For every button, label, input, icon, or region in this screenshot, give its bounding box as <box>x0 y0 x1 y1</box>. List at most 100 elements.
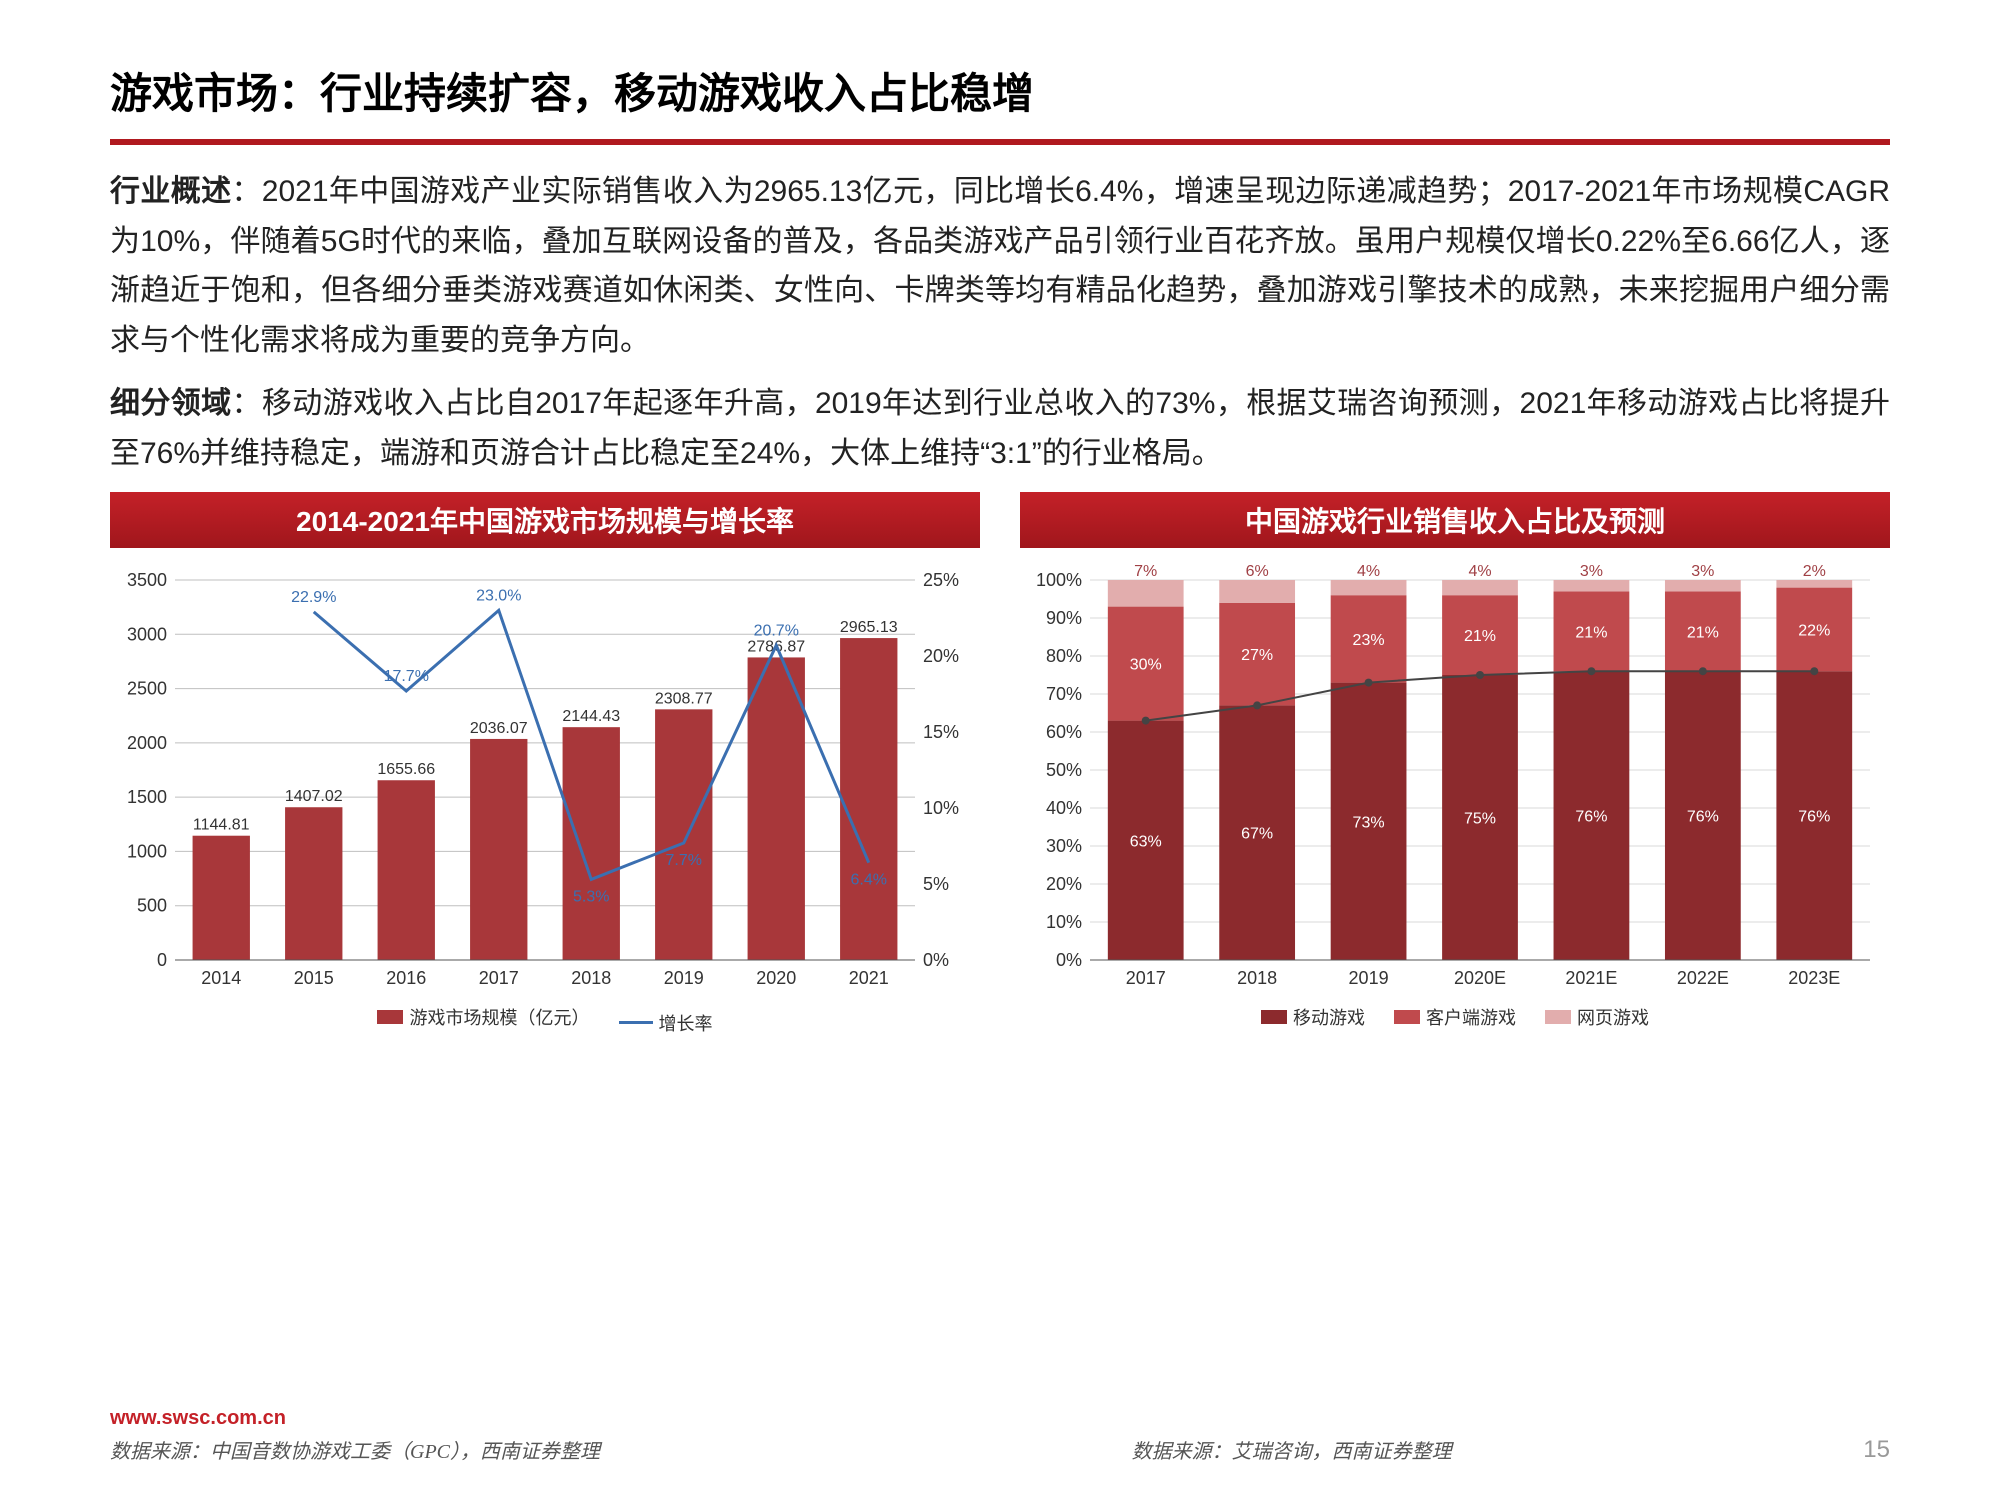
svg-text:7%: 7% <box>1134 563 1157 580</box>
svg-text:2020E: 2020E <box>1454 968 1506 988</box>
svg-text:2021E: 2021E <box>1565 968 1617 988</box>
svg-text:90%: 90% <box>1046 608 1082 628</box>
svg-text:1500: 1500 <box>127 787 167 807</box>
svg-text:22%: 22% <box>1798 622 1830 639</box>
svg-text:5%: 5% <box>923 874 949 894</box>
svg-text:17.7%: 17.7% <box>384 668 429 685</box>
svg-text:76%: 76% <box>1798 809 1830 826</box>
svg-text:6%: 6% <box>1246 563 1269 580</box>
svg-text:50%: 50% <box>1046 760 1082 780</box>
svg-text:2023E: 2023E <box>1788 968 1840 988</box>
chart2-svg: 0% 10% 20% 30% 40% 50% 60% 70% 80% 90% 100% 63% 30% 7… <box>1020 560 1890 1000</box>
svg-text:22.9%: 22.9% <box>291 589 336 606</box>
chart1-svg: 0 500 1000 1500 2000 2500 3000 3500 0% 5% 10% 15% 20… <box>110 560 980 1000</box>
svg-text:2019: 2019 <box>664 968 704 988</box>
svg-text:1655.66: 1655.66 <box>377 761 435 778</box>
svg-text:30%: 30% <box>1046 836 1082 856</box>
chart2-legend: 移动游戏 客户端游戏 网页游戏 <box>1020 1004 1890 1030</box>
svg-text:3500: 3500 <box>127 570 167 590</box>
svg-text:3000: 3000 <box>127 624 167 644</box>
chart-left: 2014-2021年中国游戏市场规模与增长率 0 500 1000 1500 2000 2… <box>110 492 980 1036</box>
svg-text:1144.81: 1144.81 <box>193 817 250 834</box>
svg-text:67%: 67% <box>1241 826 1273 843</box>
svg-text:20.7%: 20.7% <box>754 622 799 639</box>
svg-text:4%: 4% <box>1468 563 1491 580</box>
chart2-title: 中国游戏行业销售收入占比及预测 <box>1020 492 1890 548</box>
svg-text:2017: 2017 <box>479 968 519 988</box>
svg-text:2018: 2018 <box>1237 968 1277 988</box>
chart1-legend-line: 增长率 <box>659 1010 713 1036</box>
svg-text:4%: 4% <box>1357 563 1380 580</box>
svg-text:63%: 63% <box>1130 833 1162 850</box>
svg-text:23.0%: 23.0% <box>476 587 521 604</box>
svg-text:5.3%: 5.3% <box>573 888 609 905</box>
website-url: www.swsc.com.cn <box>110 1407 286 1430</box>
svg-text:21%: 21% <box>1575 624 1607 641</box>
svg-text:21%: 21% <box>1687 624 1719 641</box>
svg-text:2016: 2016 <box>386 968 426 988</box>
svg-text:2020: 2020 <box>756 968 796 988</box>
svg-text:0%: 0% <box>1056 950 1082 970</box>
svg-text:2021: 2021 <box>849 968 889 988</box>
svg-text:60%: 60% <box>1046 722 1082 742</box>
svg-text:6.4%: 6.4% <box>851 872 887 889</box>
svg-text:30%: 30% <box>1130 657 1162 674</box>
svg-text:0: 0 <box>157 950 167 970</box>
svg-text:2000: 2000 <box>127 733 167 753</box>
title-underline <box>110 139 1890 145</box>
svg-text:2019: 2019 <box>1349 968 1389 988</box>
chart1-legend: 游戏市场规模（亿元） 增长率 <box>110 1004 980 1036</box>
svg-text:80%: 80% <box>1046 646 1082 666</box>
svg-text:10%: 10% <box>1046 912 1082 932</box>
svg-text:23%: 23% <box>1353 632 1385 649</box>
chart1-title: 2014-2021年中国游戏市场规模与增长率 <box>110 492 980 548</box>
svg-text:2015: 2015 <box>294 968 334 988</box>
chart1-legend-bar: 游戏市场规模（亿元） <box>409 1004 589 1030</box>
svg-text:27%: 27% <box>1241 647 1273 664</box>
chart2-legend-client: 客户端游戏 <box>1426 1004 1516 1030</box>
para2-label: 细分领域 <box>110 387 232 420</box>
svg-text:2965.13: 2965.13 <box>840 619 898 636</box>
para2-body: ：移动游戏收入占比自2017年起逐年升高，2019年达到行业总收入的73%，根据… <box>110 387 1890 470</box>
svg-text:76%: 76% <box>1575 809 1607 826</box>
svg-text:2017: 2017 <box>1126 968 1166 988</box>
svg-text:20%: 20% <box>923 646 959 666</box>
svg-text:2%: 2% <box>1803 563 1826 580</box>
chart-right: 中国游戏行业销售收入占比及预测 0% 10% 20% 30% 40% 50% 60% 70% 8… <box>1020 492 1890 1036</box>
paragraph-segment: 细分领域：移动游戏收入占比自2017年起逐年升高，2019年达到行业总收入的73… <box>110 379 1890 478</box>
svg-text:7.7%: 7.7% <box>666 852 702 869</box>
svg-text:20%: 20% <box>1046 874 1082 894</box>
svg-text:75%: 75% <box>1464 811 1496 828</box>
svg-text:2144.43: 2144.43 <box>562 708 620 725</box>
svg-text:500: 500 <box>137 896 167 916</box>
paragraph-industry: 行业概述：2021年中国游戏产业实际销售收入为2965.13亿元，同比增长6.4… <box>110 167 1890 365</box>
chart2-source: 数据来源：艾瑞咨询，西南证券整理 <box>1132 1435 1452 1464</box>
para1-body: ：2021年中国游戏产业实际销售收入为2965.13亿元，同比增长6.4%，增速… <box>110 175 1890 357</box>
page-title: 游戏市场：行业持续扩容，移动游戏收入占比稳增 <box>110 60 1890 121</box>
chart2-legend-mobile: 移动游戏 <box>1293 1004 1365 1030</box>
svg-text:2018: 2018 <box>571 968 611 988</box>
chart1-source: 数据来源：中国音数协游戏工委（GPC），西南证券整理 <box>110 1435 600 1464</box>
para1-label: 行业概述 <box>110 175 231 208</box>
svg-text:2036.07: 2036.07 <box>470 720 528 737</box>
svg-text:73%: 73% <box>1353 814 1385 831</box>
svg-text:21%: 21% <box>1464 628 1496 645</box>
svg-text:40%: 40% <box>1046 798 1082 818</box>
svg-text:0%: 0% <box>923 950 949 970</box>
svg-text:1407.02: 1407.02 <box>285 788 343 805</box>
svg-text:1000: 1000 <box>127 841 167 861</box>
svg-text:100%: 100% <box>1036 570 1082 590</box>
svg-text:10%: 10% <box>923 798 959 818</box>
svg-text:2500: 2500 <box>127 679 167 699</box>
svg-text:3%: 3% <box>1691 563 1714 580</box>
svg-text:3%: 3% <box>1580 563 1603 580</box>
svg-text:70%: 70% <box>1046 684 1082 704</box>
svg-text:25%: 25% <box>923 570 959 590</box>
svg-text:2014: 2014 <box>201 968 241 988</box>
svg-text:15%: 15% <box>923 722 959 742</box>
page-number: 15 <box>1863 1436 1890 1464</box>
svg-text:2022E: 2022E <box>1677 968 1729 988</box>
chart2-legend-web: 网页游戏 <box>1577 1004 1649 1030</box>
svg-text:76%: 76% <box>1687 809 1719 826</box>
svg-text:2308.77: 2308.77 <box>655 690 713 707</box>
